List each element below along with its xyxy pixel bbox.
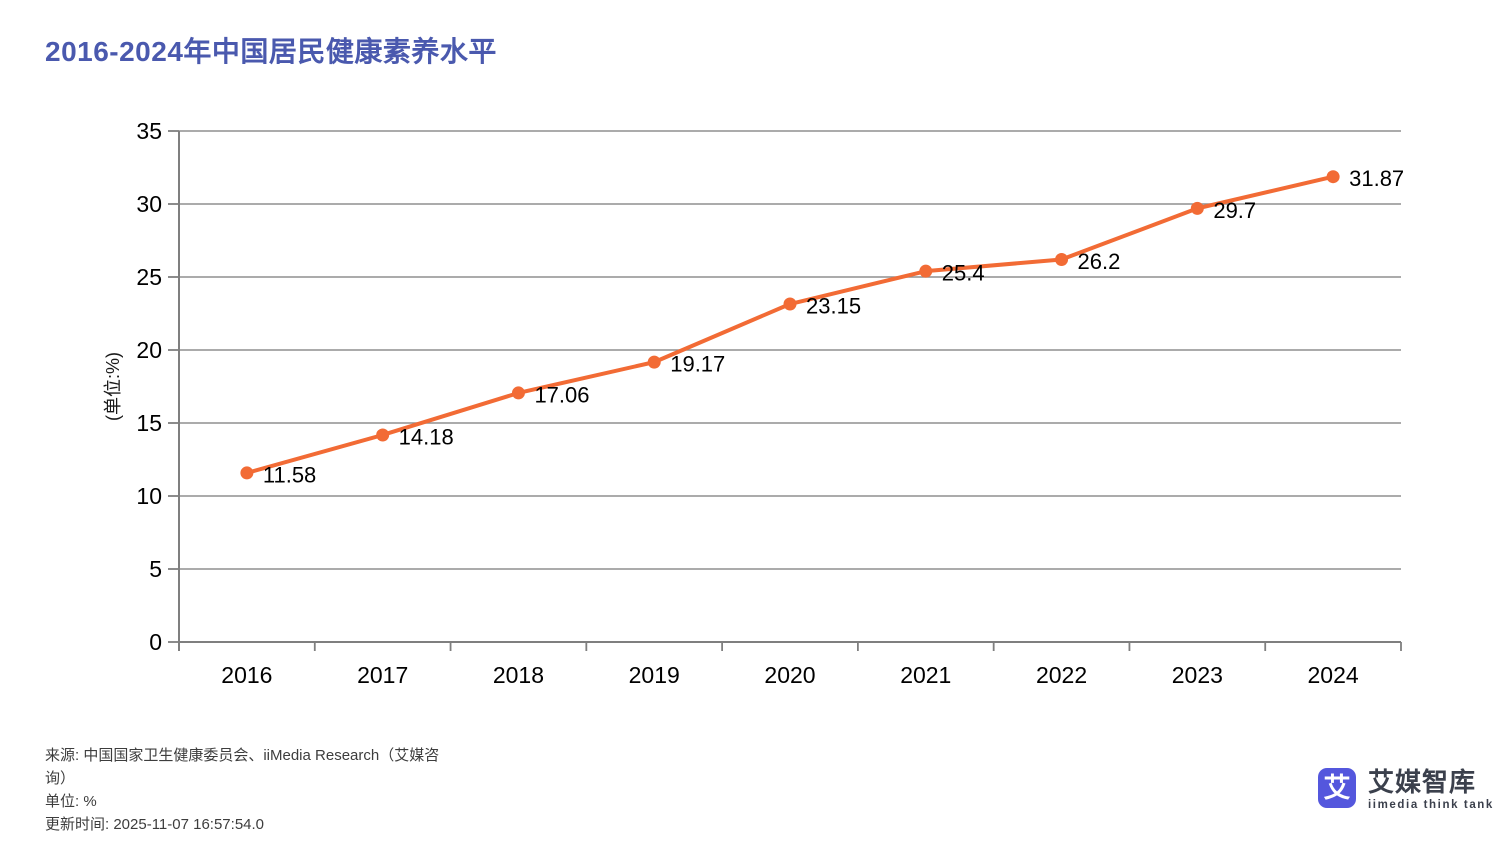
svg-text:30: 30 [136, 191, 162, 217]
svg-text:2019: 2019 [629, 662, 680, 688]
x-axis-labels: 2016 2017 2018 2019 2020 2021 2022 2023 2024 [178, 642, 1402, 688]
svg-text:29.7: 29.7 [1213, 198, 1256, 223]
gridlines [179, 130, 1401, 570]
iimedia-logo-tagline: iimedia think tank [1368, 799, 1494, 811]
chart-footnote: 来源: 中国国家卫生健康委员会、iiMedia Research（艾媒咨 询） … [45, 744, 439, 836]
svg-text:(单位:%): (单位:%) [103, 352, 123, 421]
svg-text:25: 25 [136, 264, 162, 290]
svg-text:23.15: 23.15 [806, 294, 861, 319]
svg-text:2018: 2018 [493, 662, 544, 688]
svg-text:2022: 2022 [1036, 662, 1087, 688]
svg-text:35: 35 [136, 118, 162, 144]
svg-text:31.87: 31.87 [1349, 166, 1404, 191]
svg-text:5: 5 [149, 556, 162, 582]
axes [178, 131, 1401, 651]
line-chart: 0 5 10 15 20 25 30 35 2016 2017 2018 2019 2020 2021 20… [103, 118, 1404, 688]
unit-note: 单位: % [45, 793, 97, 810]
iimedia-logo-icon: 艾 [1318, 768, 1356, 808]
svg-text:15: 15 [136, 410, 162, 436]
svg-text:2016: 2016 [221, 662, 272, 688]
source-line-2: 询） [45, 770, 76, 787]
y-axis-labels: 0 5 10 15 20 25 30 35 [136, 118, 179, 655]
data-points [240, 170, 1340, 480]
svg-text:25.4: 25.4 [942, 261, 985, 286]
y-axis-title: (单位:%) [103, 352, 123, 421]
iimedia-logo-text: 艾媒智库 iimedia think tank [1368, 768, 1494, 811]
svg-text:20: 20 [136, 337, 162, 363]
page-title: 2016-2024年中国居民健康素养水平 [45, 36, 497, 67]
svg-text:2020: 2020 [764, 662, 815, 688]
update-time: 更新时间: 2025-11-07 16:57:54.0 [45, 816, 265, 833]
svg-text:17.06: 17.06 [534, 382, 589, 407]
svg-text:2017: 2017 [357, 662, 408, 688]
data-labels: 11.58 14.18 17.06 19.17 23.15 25.4 26.2 29.7 31.… [263, 166, 1404, 487]
iimedia-logo: 艾 艾媒智库 iimedia think tank [1318, 768, 1494, 811]
svg-text:19.17: 19.17 [670, 352, 725, 377]
svg-text:11.58: 11.58 [263, 462, 316, 487]
svg-text:2021: 2021 [900, 662, 951, 688]
svg-text:26.2: 26.2 [1078, 249, 1121, 274]
svg-text:2023: 2023 [1172, 662, 1223, 688]
svg-text:14.18: 14.18 [399, 424, 454, 449]
iimedia-logo-name: 艾媒智库 [1368, 767, 1477, 797]
source-line-1: 来源: 中国国家卫生健康委员会、iiMedia Research（艾媒咨 [45, 747, 440, 764]
svg-text:10: 10 [136, 483, 162, 509]
svg-text:0: 0 [149, 629, 162, 655]
svg-text:2024: 2024 [1308, 662, 1359, 688]
